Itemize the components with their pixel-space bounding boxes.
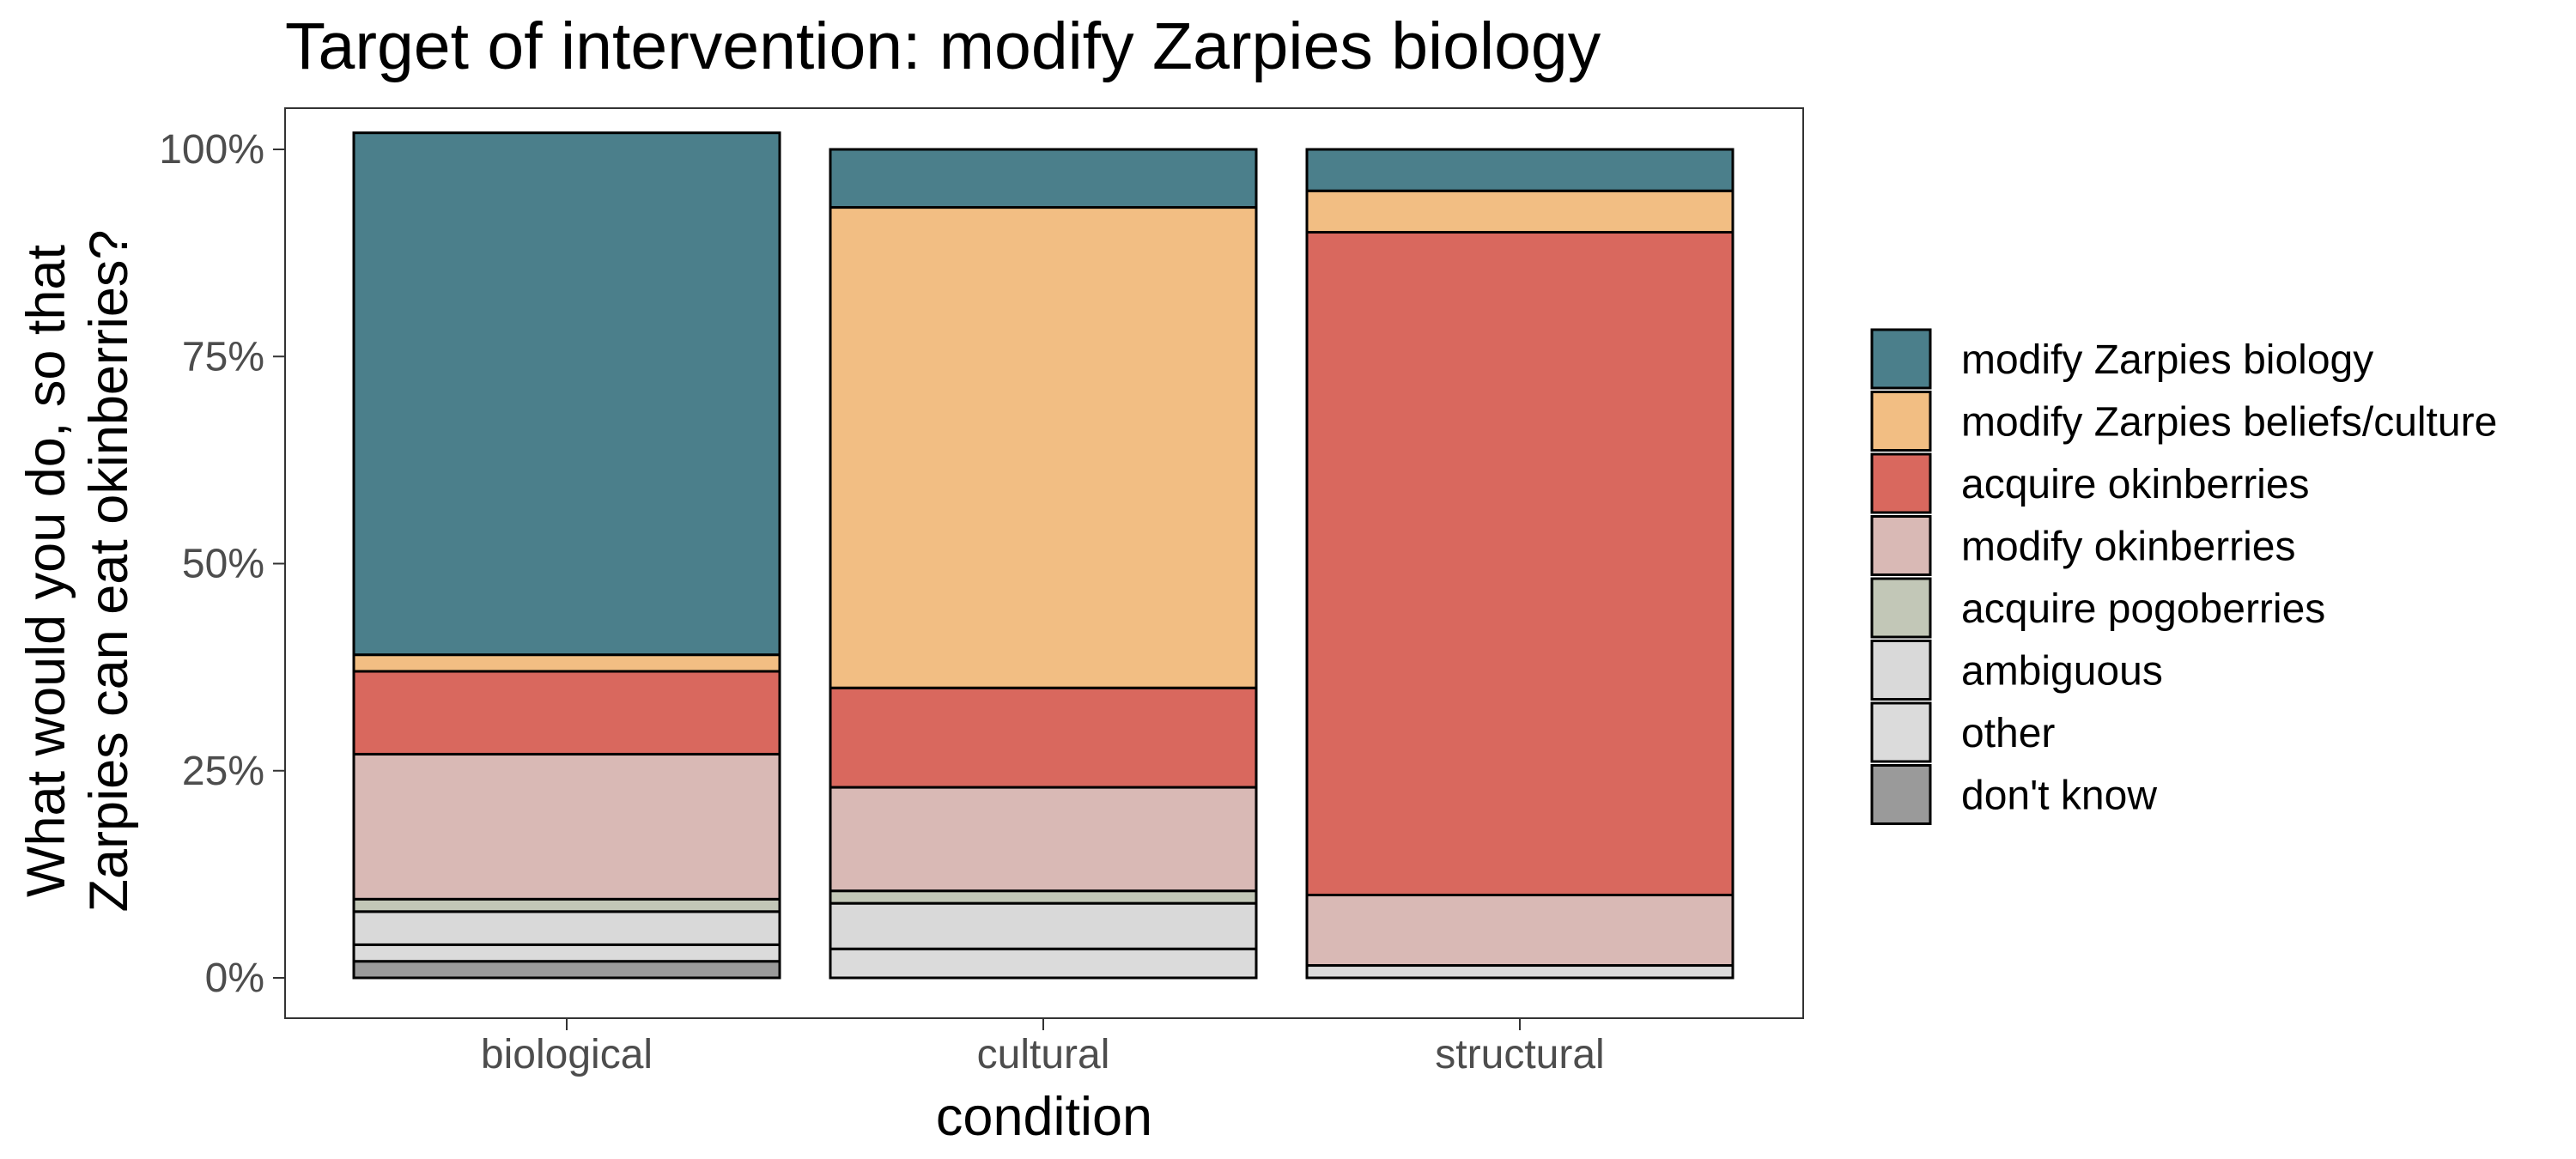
y-tick-label-25: 25% [182, 749, 264, 794]
legend-label-modify-zarpies-biology: modify Zarpies biology [1961, 337, 2373, 383]
bar-segment-structural-modify-zarpies-beliefs-culture [1305, 189, 1735, 234]
legend-key-modify-okinberries [1870, 515, 1932, 576]
legend-label-acquire-okinberries: acquire okinberries [1961, 462, 2310, 507]
legend-label-other: other [1961, 711, 2055, 756]
x-tick-label-cultural: cultural [977, 1032, 1110, 1077]
bar-segment-cultural-modify-zarpies-biology [829, 148, 1258, 209]
y-tick-label-75: 75% [182, 334, 264, 379]
bar-segment-biological-modify-zarpies-biology [352, 131, 781, 657]
bar-segment-cultural-acquire-okinberries [829, 686, 1258, 789]
bar-segment-structural-other [1305, 964, 1735, 980]
legend-key-other [1870, 701, 1932, 763]
legend-label-acquire-pogoberries: acquire pogoberries [1961, 586, 2325, 632]
y-axis-title-line-2: Zarpies can eat okinberries? [79, 230, 139, 913]
y-tick-label-100: 100% [159, 127, 264, 173]
legend-label-modify-zarpies-beliefs-culture: modify Zarpies beliefs/culture [1961, 400, 2497, 446]
legend-key-ambiguous [1870, 640, 1932, 701]
bar-segment-biological-ambiguous [352, 910, 781, 946]
bars-group [352, 131, 1735, 980]
bar-segment-structural-modify-zarpies-biology [1305, 148, 1735, 192]
x-axis-title: condition [936, 1087, 1152, 1147]
bar-segment-structural-modify-okinberries [1305, 894, 1735, 968]
bar-segment-biological-other [352, 943, 781, 963]
bar-segment-cultural-acquire-pogoberries [829, 889, 1258, 905]
y-axis-title-line-1: What would you do, so that [16, 245, 76, 897]
chart-title: Target of intervention: modify Zarpies b… [285, 9, 1601, 83]
y-tick-label-0: 0% [205, 956, 264, 1001]
y-axis: 0% 25% 50% 75% 100% [159, 127, 285, 1001]
bar-segment-cultural-modify-okinberries [829, 786, 1258, 893]
legend-label-don-t-know: don't know [1961, 774, 2157, 819]
bar-segment-biological-modify-zarpies-beliefs-culture [352, 653, 781, 673]
legend-key-acquire-pogoberries [1870, 577, 1932, 639]
bar-segment-biological-acquire-pogoberries [352, 897, 781, 913]
bar-segment-biological-modify-okinberries [352, 752, 781, 901]
y-tick-label-50: 50% [182, 542, 264, 587]
bar-segment-structural-acquire-okinberries [1305, 231, 1735, 896]
legend-key-don-t-know [1870, 764, 1932, 825]
bar-segment-biological-acquire-okinberries [352, 670, 781, 755]
bar-segment-cultural-modify-zarpies-beliefs-culture [829, 206, 1258, 689]
bar-segment-cultural-other [829, 947, 1258, 980]
x-tick-label-biological: biological [481, 1032, 653, 1077]
legend-key-modify-zarpies-beliefs-culture [1870, 391, 1932, 452]
x-tick-label-structural: structural [1435, 1032, 1604, 1077]
legend-label-modify-okinberries: modify okinberries [1961, 525, 2295, 570]
bar-segment-biological-don-t-know [352, 960, 781, 980]
legend: modify Zarpies biology modify Zarpies bel… [1870, 328, 2497, 825]
y-axis-title: What would you do, so that Zarpies can e… [16, 230, 139, 913]
legend-key-modify-zarpies-biology [1870, 328, 1932, 390]
legend-label-ambiguous: ambiguous [1961, 649, 2163, 695]
x-axis: biological cultural structural [481, 1018, 1605, 1077]
bar-segment-cultural-ambiguous [829, 901, 1258, 950]
legend-key-acquire-okinberries [1870, 452, 1932, 514]
